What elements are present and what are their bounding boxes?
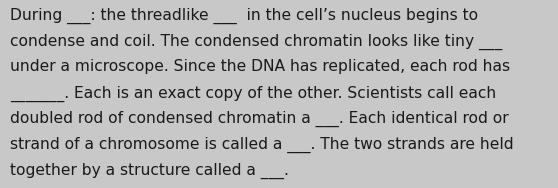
Text: During ___: the threadlike ___  in the cell’s nucleus begins to: During ___: the threadlike ___ in the ce… — [10, 8, 478, 24]
Text: strand of a chromosome is called a ___. The two strands are held: strand of a chromosome is called a ___. … — [10, 137, 514, 153]
Text: doubled rod of condensed chromatin a ___. Each identical rod or: doubled rod of condensed chromatin a ___… — [10, 111, 509, 127]
Text: _______. Each is an exact copy of the other. Scientists call each: _______. Each is an exact copy of the ot… — [10, 85, 496, 102]
Text: under a microscope. Since the DNA has replicated, each rod has: under a microscope. Since the DNA has re… — [10, 59, 510, 74]
Text: together by a structure called a ___.: together by a structure called a ___. — [10, 163, 289, 179]
Text: condense and coil. The condensed chromatin looks like tiny ___: condense and coil. The condensed chromat… — [10, 33, 502, 50]
